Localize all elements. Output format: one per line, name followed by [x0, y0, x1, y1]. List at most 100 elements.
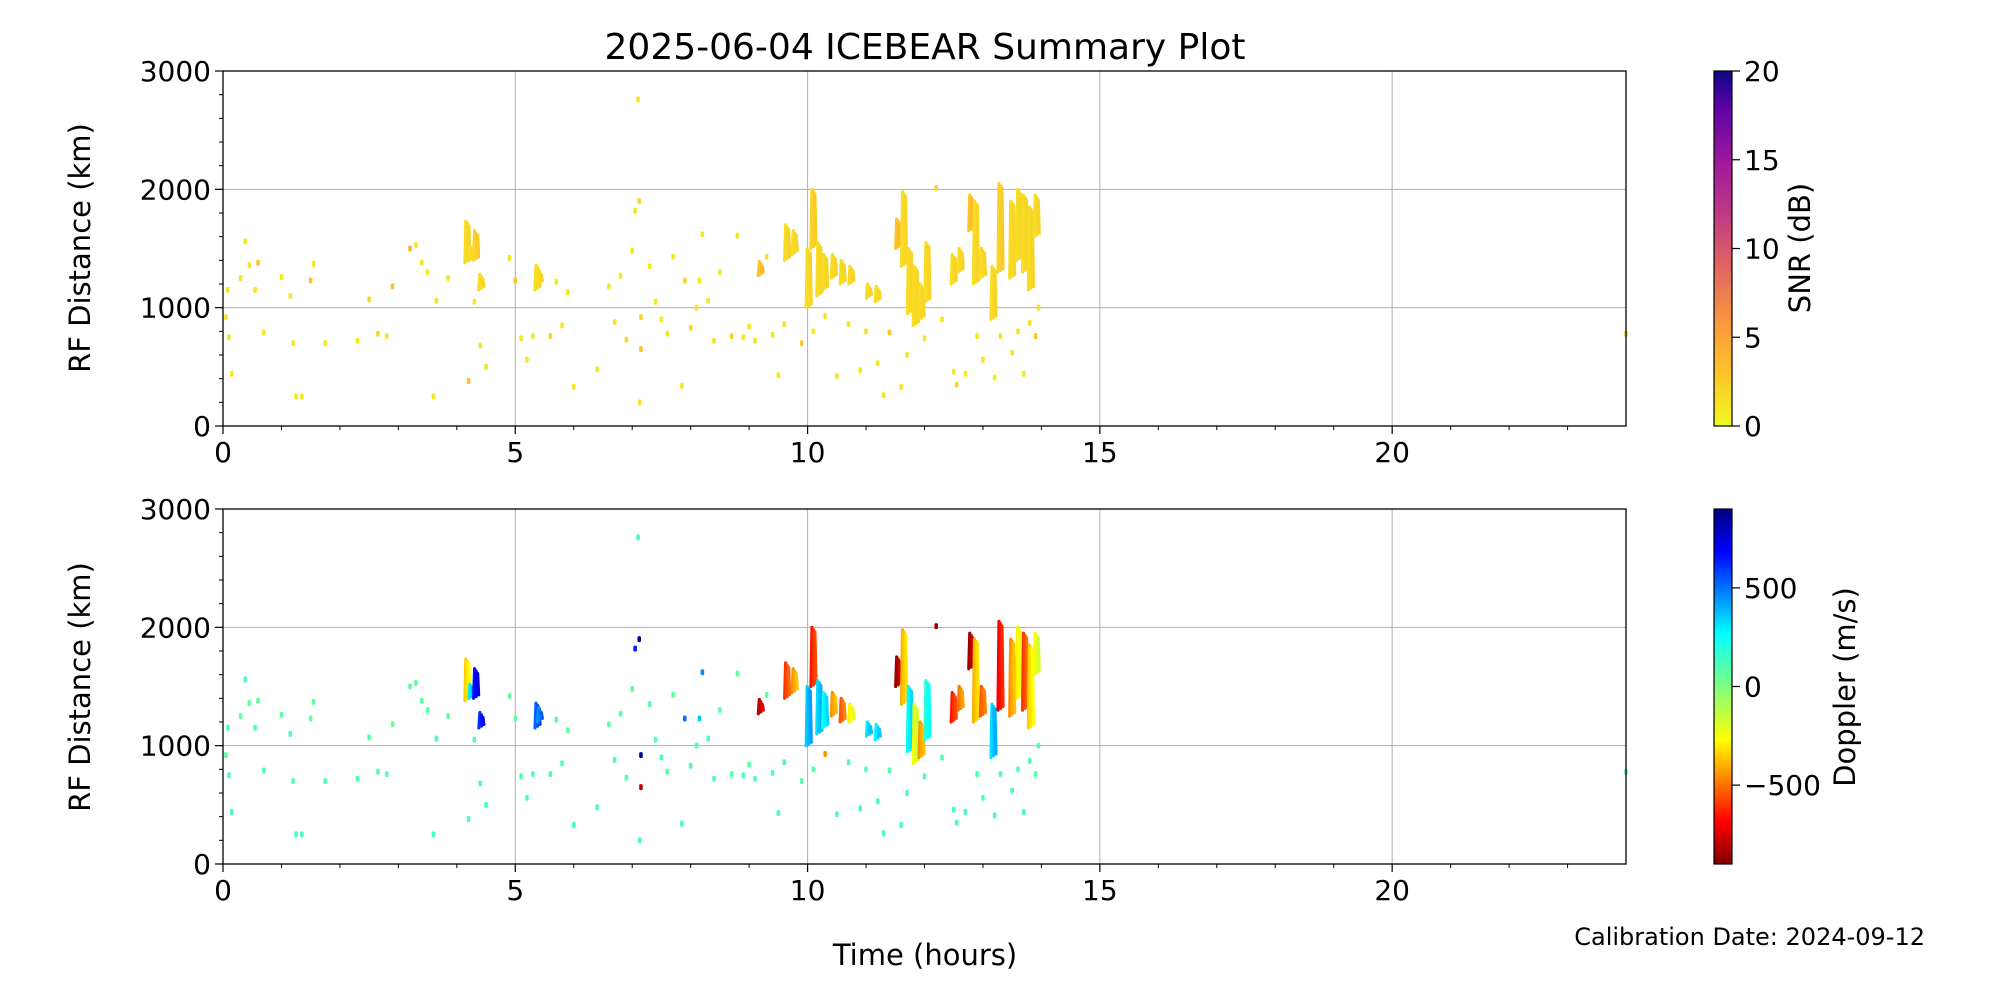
data-streak — [813, 192, 818, 247]
data-point — [1010, 349, 1014, 356]
data-point — [782, 321, 786, 328]
axes-frame — [222, 70, 1627, 427]
data-point — [595, 804, 599, 811]
data-streak — [467, 682, 472, 700]
y-tick-label: 0 — [193, 410, 211, 443]
doppler-colorbar-tick-label: 500 — [1744, 572, 1797, 605]
data-point — [630, 247, 635, 254]
data-streak — [1030, 210, 1035, 288]
data-point — [858, 805, 862, 812]
data-point — [729, 333, 734, 340]
data-streak — [539, 272, 544, 283]
data-point — [934, 623, 938, 630]
data-point — [323, 340, 328, 347]
data-point — [238, 275, 243, 282]
x-tick-label: 20 — [1374, 436, 1410, 469]
data-point — [446, 275, 450, 282]
data-streak — [953, 257, 958, 283]
data-point — [881, 392, 886, 399]
data-point — [639, 752, 643, 759]
data-point — [548, 333, 553, 340]
data-streak — [949, 690, 954, 724]
doppler-colorbar-tick-label: −500 — [1744, 769, 1821, 802]
x-tick-label: 10 — [790, 874, 826, 907]
data-point — [899, 821, 903, 828]
data-streak — [847, 702, 852, 724]
data-point — [782, 759, 786, 766]
data-point — [431, 393, 436, 400]
data-streak — [851, 269, 856, 283]
x-tick-label: 10 — [790, 436, 826, 469]
data-point — [846, 321, 851, 328]
data-streak — [808, 689, 813, 744]
data-point — [618, 272, 623, 279]
data-point — [262, 329, 266, 336]
data-point — [279, 273, 284, 280]
data-point — [434, 735, 439, 742]
data-point — [519, 773, 523, 780]
data-point — [291, 340, 295, 347]
doppler-colorbar: −500 0 500 Doppler (m/s) — [1713, 508, 1862, 865]
data-point — [484, 801, 488, 808]
data-point — [647, 701, 652, 708]
data-point — [712, 337, 716, 344]
data-point — [229, 370, 234, 377]
data-point — [414, 241, 418, 248]
data-streak — [899, 628, 905, 706]
data-streak — [911, 264, 916, 328]
data-streak — [993, 707, 998, 756]
data-streak — [829, 252, 834, 280]
data-point — [612, 318, 617, 325]
data-point — [963, 808, 968, 815]
data-streak — [982, 251, 988, 277]
data-point — [665, 330, 670, 337]
data-point — [680, 382, 684, 389]
snr-colorbar-tick-label: 0 — [1744, 410, 1762, 443]
data-point — [224, 752, 228, 759]
data-streak — [1036, 636, 1041, 673]
snr-colorbar-tick-label: 5 — [1744, 321, 1762, 354]
x-tick-label: 5 — [506, 874, 524, 907]
data-point — [875, 798, 880, 805]
data-point — [899, 383, 903, 390]
data-point — [905, 352, 909, 358]
snr-colorbar-tick-label: 20 — [1744, 55, 1780, 88]
data-streak — [1008, 199, 1013, 280]
data-point — [633, 207, 637, 214]
data-point — [940, 754, 944, 761]
data-point — [688, 762, 693, 769]
data-streak — [996, 619, 1001, 712]
data-point — [735, 670, 740, 677]
data-point — [887, 329, 892, 336]
data-point — [998, 771, 1003, 778]
data-streak — [1032, 631, 1037, 677]
data-point — [998, 333, 1003, 340]
data-streak — [815, 240, 820, 298]
data-point — [225, 286, 230, 293]
data-streak — [894, 655, 899, 689]
data-point — [700, 231, 705, 238]
data-point — [311, 698, 316, 705]
data-point — [262, 767, 266, 774]
data-point — [1016, 328, 1020, 335]
data-point — [238, 713, 243, 720]
data-point — [630, 685, 635, 692]
data-point — [665, 768, 670, 775]
data-point — [718, 269, 722, 276]
data-point — [414, 679, 418, 686]
data-point — [922, 773, 927, 780]
data-point — [425, 707, 430, 714]
data-point — [243, 676, 248, 683]
data-streak — [864, 720, 870, 738]
data-point — [1027, 758, 1032, 765]
data-point — [954, 381, 959, 388]
data-point — [300, 831, 304, 838]
data-point — [618, 710, 623, 717]
data-point — [376, 330, 380, 337]
data-streak — [838, 258, 843, 286]
data-streak — [783, 223, 788, 262]
data-streak — [790, 229, 795, 257]
data-streak — [877, 727, 882, 738]
data-point — [951, 368, 956, 375]
data-point — [633, 645, 637, 652]
